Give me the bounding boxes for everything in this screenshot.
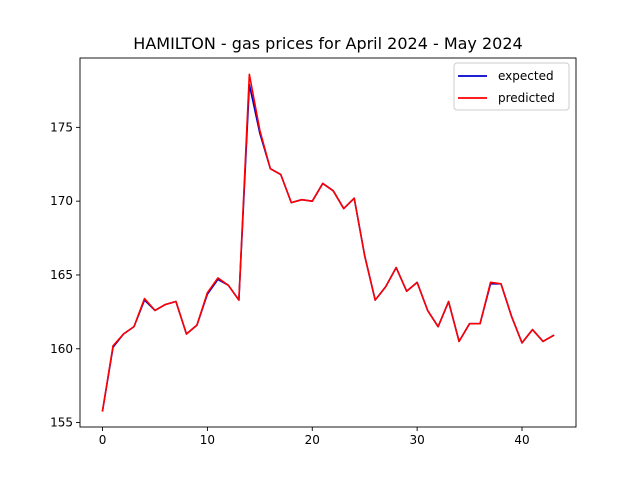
y-tick-label: 165 [50, 268, 73, 282]
y-tick-label: 170 [50, 194, 73, 208]
x-tick-label: 40 [514, 433, 529, 447]
x-tick-label: 10 [200, 433, 215, 447]
axes-layer: 0 10 20 30 40 155 160 165 170 175 [50, 57, 577, 447]
y-tick-label: 155 [50, 416, 73, 430]
legend-label-expected: expected [498, 69, 554, 83]
y-tick-label: 175 [50, 120, 73, 134]
plot-frame [79, 57, 577, 428]
chart-title: HAMILTON - gas prices for April 2024 - M… [133, 34, 522, 53]
x-tick-label: 20 [305, 433, 320, 447]
x-tick-label: 30 [409, 433, 424, 447]
series-layer [101, 73, 555, 412]
series-line-predicted [101, 73, 555, 412]
series-line-expected [101, 83, 555, 412]
x-tick-label: 0 [99, 433, 107, 447]
y-tick-label: 160 [50, 342, 73, 356]
legend-label-predicted: predicted [498, 91, 555, 105]
legend: expected predicted [453, 62, 570, 111]
